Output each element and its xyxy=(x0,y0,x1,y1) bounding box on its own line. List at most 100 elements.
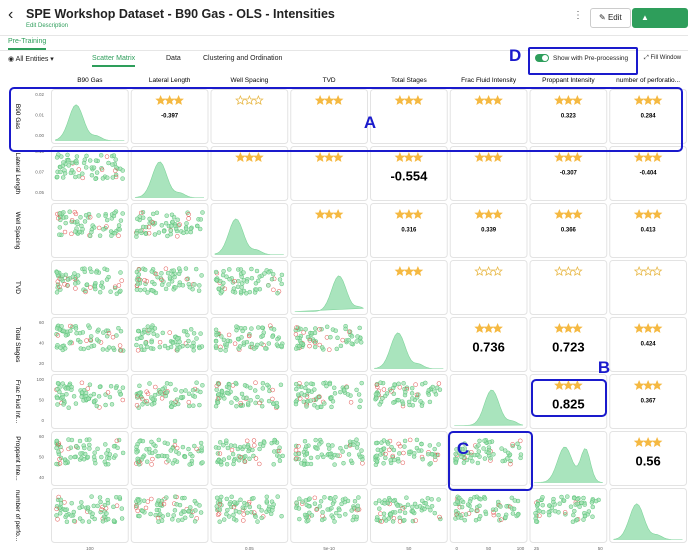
edit-description[interactable]: Edit Description xyxy=(26,23,69,29)
view-tab[interactable]: Scatter Matrix xyxy=(92,55,136,67)
scatter-point xyxy=(271,327,277,332)
toggle[interactable] xyxy=(535,54,549,62)
scatter-point xyxy=(322,495,327,500)
scatter-point xyxy=(147,446,152,452)
scatter-point xyxy=(176,223,181,228)
scatter-point xyxy=(217,502,223,507)
scatter-point xyxy=(228,443,234,448)
scatter-point xyxy=(230,451,236,457)
scatter-point xyxy=(241,512,246,517)
scatter-point xyxy=(293,386,299,392)
scatter-point xyxy=(221,517,227,522)
scatter-point xyxy=(244,510,250,516)
scatter-point xyxy=(68,455,73,460)
y-tick-label: 20 xyxy=(39,361,45,366)
scatter-point xyxy=(113,453,118,458)
scatter-point xyxy=(185,332,190,338)
scatter-point xyxy=(381,387,387,392)
scatter-point xyxy=(103,213,108,219)
scatter-point xyxy=(173,285,178,290)
scatter-point xyxy=(356,392,362,397)
scatter-point xyxy=(302,458,307,463)
view-tab[interactable]: Clustering and Ordination xyxy=(203,55,283,62)
scatter-point xyxy=(221,268,226,274)
scatter-point xyxy=(275,336,280,342)
scatter-point xyxy=(69,231,74,237)
scatter-point xyxy=(496,512,501,518)
scatter-point xyxy=(120,385,126,390)
scatter-point xyxy=(79,390,85,395)
scatter-point xyxy=(217,451,223,456)
scatter-point xyxy=(72,454,78,460)
scatter-point xyxy=(270,334,275,339)
edit-button[interactable]: ✎ Edit xyxy=(590,8,631,28)
star xyxy=(235,151,246,162)
scatter-point xyxy=(397,451,402,456)
column-header: Total Stages xyxy=(391,77,428,84)
scatter-point xyxy=(319,345,325,350)
star xyxy=(253,151,264,162)
fill-window[interactable]: ⤢ Fill Window xyxy=(644,55,682,61)
scatter-point xyxy=(255,342,260,348)
tab[interactable]: Pre-Training xyxy=(8,38,47,50)
scatter-point xyxy=(117,343,123,348)
scatter-point xyxy=(222,396,227,401)
scatter-point xyxy=(118,328,124,334)
star xyxy=(563,94,574,105)
scatter-point xyxy=(77,229,82,235)
star xyxy=(642,322,654,333)
scatter-point xyxy=(192,394,198,399)
scatter-point xyxy=(238,289,244,295)
scatter-point xyxy=(346,452,352,457)
scatter-point xyxy=(100,347,106,352)
scatter-point xyxy=(268,323,273,328)
scatter-point xyxy=(56,215,61,221)
training-button[interactable]: ▲ Training xyxy=(632,8,688,40)
scatter-point xyxy=(312,495,318,501)
scatter-point xyxy=(164,381,170,386)
star xyxy=(572,151,583,162)
scatter-point xyxy=(232,341,238,346)
scatter-point xyxy=(252,388,258,393)
menu[interactable]: ⋮ xyxy=(573,10,583,21)
scatter-point xyxy=(118,270,123,275)
scatter-point xyxy=(168,223,174,229)
annotation-box xyxy=(448,431,533,491)
scatter-point xyxy=(137,513,142,519)
scatter-point xyxy=(138,287,143,293)
scatter-point xyxy=(280,453,285,459)
scatter-point xyxy=(276,448,282,454)
scatter-point xyxy=(147,381,152,386)
scatter-point xyxy=(518,455,523,461)
scatter-point xyxy=(260,333,266,338)
scatter-point xyxy=(139,335,144,340)
scatter-point xyxy=(317,342,322,348)
scatter-point xyxy=(69,500,74,506)
scatter-point xyxy=(226,514,232,519)
scatter-point xyxy=(144,459,150,464)
scatter-point xyxy=(432,510,438,516)
star xyxy=(474,265,485,276)
view-tab[interactable]: Data xyxy=(166,55,181,62)
scatter-point xyxy=(461,460,467,465)
scatter-point xyxy=(145,290,150,295)
scatter-point xyxy=(91,391,97,397)
scatter-point xyxy=(343,512,348,517)
scatter-point xyxy=(325,507,330,512)
scatter-point xyxy=(326,446,332,451)
star xyxy=(483,151,494,162)
entities-select[interactable]: ◉ All Entities ▾ xyxy=(8,56,54,63)
scatter-point xyxy=(380,451,386,456)
correlation-value: 0.56 xyxy=(635,454,660,469)
scatter-point xyxy=(243,454,248,459)
scatter-point xyxy=(83,288,88,294)
scatter-point xyxy=(278,382,284,388)
scatter-point xyxy=(134,450,139,455)
scatter-point xyxy=(231,516,237,522)
star xyxy=(554,322,565,333)
scatter-point xyxy=(148,346,154,351)
back-arrow[interactable]: ‹ xyxy=(8,6,14,23)
scatter-point xyxy=(73,326,79,331)
scatter-point xyxy=(465,450,471,455)
scatter-point xyxy=(429,451,435,457)
